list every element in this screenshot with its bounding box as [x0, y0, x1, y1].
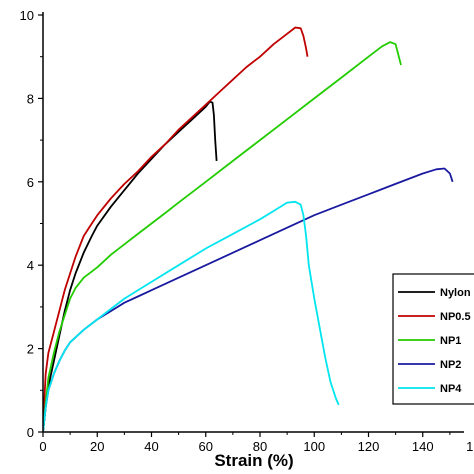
- legend-label: NP2: [440, 359, 461, 371]
- series-line-np4: [43, 200, 340, 432]
- x-tick-label: 60: [199, 439, 213, 454]
- series-line-np2: [43, 167, 454, 432]
- x-tick-label: 160: [466, 439, 474, 454]
- legend-label: NP1: [440, 335, 461, 347]
- x-axis-title: Strain (%): [214, 451, 293, 470]
- y-tick-label: 2: [27, 342, 34, 357]
- legend-label: Nylon: [440, 287, 471, 299]
- legend-label: NP0.5: [440, 311, 471, 323]
- legend-box: [392, 273, 474, 405]
- y-tick-label: 4: [27, 258, 34, 273]
- y-tick-label: 6: [27, 175, 34, 190]
- y-tick-label: 10: [20, 8, 34, 23]
- legend: Nylon NP0.5 NP1 NP2 NP4: [392, 273, 474, 405]
- x-tick-label: 80: [253, 439, 267, 454]
- x-tick-label: 140: [412, 439, 434, 454]
- x-tick-label: 40: [144, 439, 158, 454]
- series-line-np1: [43, 41, 402, 432]
- x-tick-label: 0: [39, 439, 46, 454]
- y-tick-label: 0: [27, 425, 34, 440]
- series-layer: [43, 26, 454, 432]
- series-line-nylon: [43, 100, 218, 432]
- legend-label: NP4: [440, 383, 462, 395]
- x-tick-label: 20: [90, 439, 104, 454]
- x-tick-label: 120: [358, 439, 380, 454]
- axes-layer: 0 20 40 60 80 100 120 140 160 0 2 4 6 8 10: [20, 8, 474, 454]
- series-line-np0-5: [43, 26, 309, 432]
- y-tick-label: 8: [27, 91, 34, 106]
- x-tick-label: 100: [303, 439, 325, 454]
